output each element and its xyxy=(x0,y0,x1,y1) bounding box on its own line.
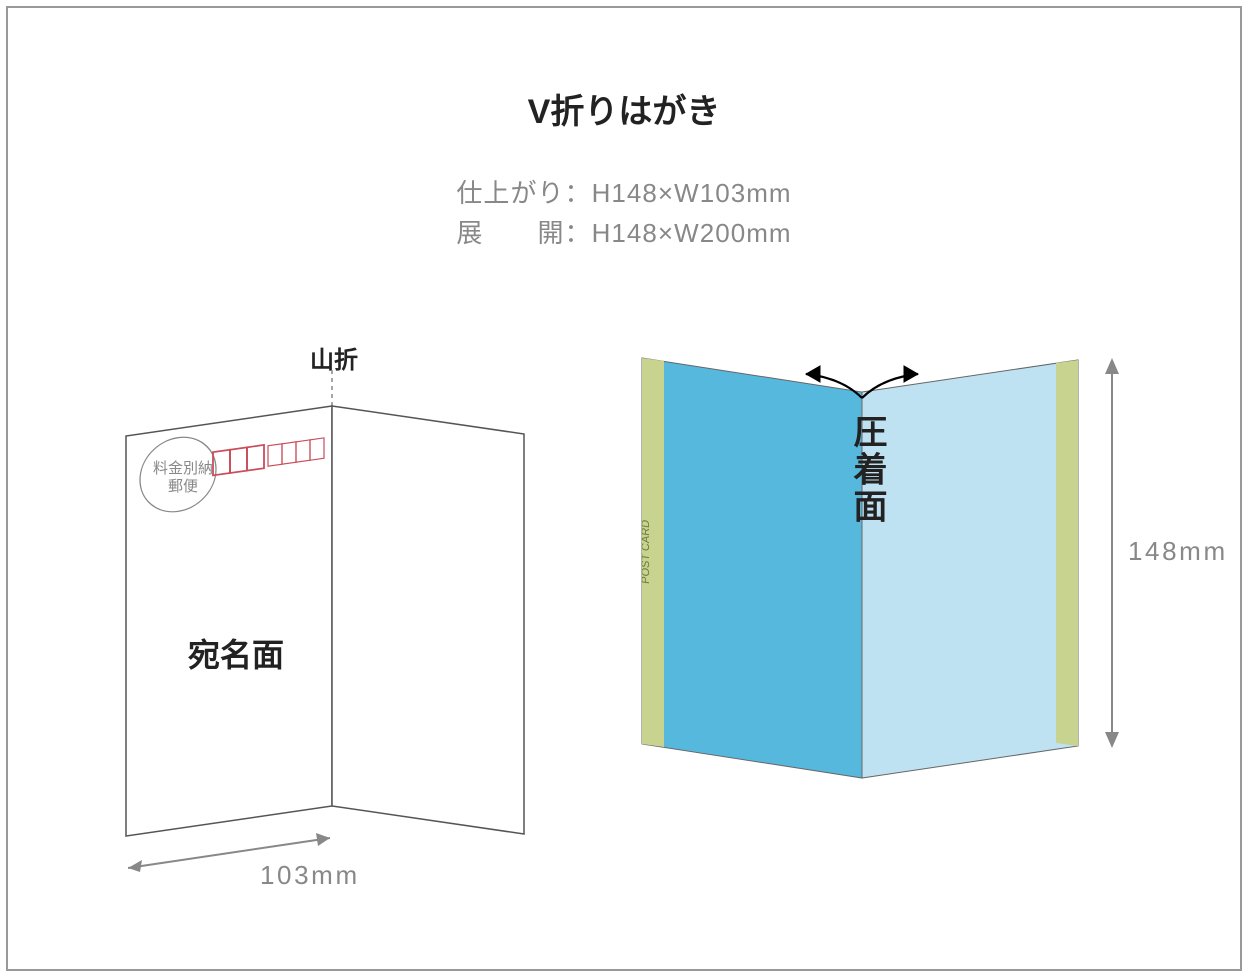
height-dim-label: 148mm xyxy=(1128,536,1228,567)
right-card-left-panel xyxy=(642,358,862,778)
width-dim-label: 103mm xyxy=(260,860,360,891)
spec-line-2: 展 開：H148×W200mm xyxy=(8,213,1240,250)
diagram-frame: V折りはがき 仕上がり：H148×W103mm 展 開：H148×W200mm … xyxy=(6,6,1242,971)
stamp-text-wrap: 料金別納 郵便 xyxy=(145,460,221,496)
stamp-line1: 料金別納 xyxy=(145,460,221,478)
right-card-svg xyxy=(624,318,1144,788)
right-green-strip xyxy=(1056,360,1078,746)
pressure-face-label: 圧着面 xyxy=(850,414,884,526)
address-face-label: 宛名面 xyxy=(188,630,284,676)
page-title: V折りはがき xyxy=(8,84,1240,133)
spec-line-1: 仕上がり：H148×W103mm xyxy=(8,173,1240,210)
right-card-right-panel xyxy=(862,360,1078,778)
left-card-right-face xyxy=(332,406,524,834)
left-card-svg xyxy=(116,370,566,890)
height-dim-arrow xyxy=(1105,358,1119,748)
postcard-text: POST CARD xyxy=(640,519,652,585)
stamp-line2: 郵便 xyxy=(145,478,221,496)
